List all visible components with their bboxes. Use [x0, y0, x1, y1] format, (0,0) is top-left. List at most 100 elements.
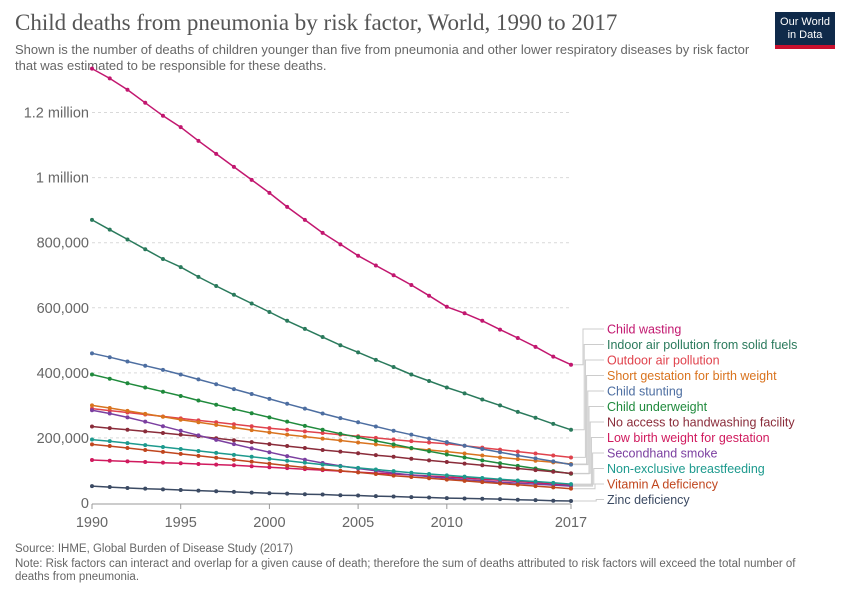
data-point[interactable] [285, 458, 290, 463]
data-point[interactable] [480, 318, 485, 323]
data-point[interactable] [302, 465, 307, 470]
data-point[interactable] [196, 274, 201, 279]
data-point[interactable] [480, 458, 485, 463]
data-point[interactable] [249, 454, 254, 459]
data-point[interactable] [178, 417, 183, 422]
series-line[interactable] [91, 407, 572, 459]
data-point[interactable] [125, 441, 130, 446]
data-point[interactable] [160, 445, 165, 450]
data-point[interactable] [267, 309, 272, 314]
data-point[interactable] [107, 485, 112, 490]
data-point[interactable] [356, 440, 361, 445]
data-point[interactable] [231, 438, 236, 443]
data-point[interactable] [231, 463, 236, 468]
data-point[interactable] [533, 456, 538, 461]
data-point[interactable] [107, 76, 112, 81]
data-point[interactable] [391, 273, 396, 278]
data-point[interactable] [107, 439, 112, 444]
data-point[interactable] [178, 393, 183, 398]
data-point[interactable] [551, 498, 556, 503]
data-point[interactable] [196, 433, 201, 438]
data-point[interactable] [90, 437, 94, 442]
data-point[interactable] [302, 429, 307, 434]
legend-label[interactable]: Child wasting [607, 323, 681, 337]
data-point[interactable] [533, 344, 538, 349]
data-point[interactable] [125, 415, 130, 420]
data-point[interactable] [143, 419, 148, 424]
series-line[interactable] [91, 425, 572, 475]
data-point[interactable] [285, 401, 290, 406]
data-point[interactable] [569, 486, 573, 491]
series-0[interactable] [90, 66, 573, 367]
data-point[interactable] [143, 443, 148, 448]
data-point[interactable] [391, 437, 396, 442]
data-point[interactable] [90, 217, 94, 222]
series-line[interactable] [91, 409, 572, 487]
data-point[interactable] [444, 304, 449, 309]
data-point[interactable] [90, 484, 94, 489]
data-point[interactable] [125, 427, 130, 432]
data-point[interactable] [462, 391, 467, 396]
data-point[interactable] [231, 164, 236, 169]
data-point[interactable] [178, 432, 183, 437]
data-point[interactable] [107, 426, 112, 431]
data-point[interactable] [249, 464, 254, 469]
data-point[interactable] [178, 428, 183, 433]
data-point[interactable] [338, 464, 343, 469]
data-point[interactable] [160, 414, 165, 419]
data-point[interactable] [214, 437, 219, 442]
data-point[interactable] [214, 283, 219, 288]
data-point[interactable] [320, 447, 325, 452]
series-line[interactable] [91, 438, 572, 485]
series-11[interactable] [90, 484, 573, 504]
data-point[interactable] [285, 491, 290, 496]
data-point[interactable] [515, 336, 520, 341]
data-point[interactable] [302, 423, 307, 428]
data-point[interactable] [444, 496, 449, 501]
data-point[interactable] [462, 461, 467, 466]
data-point[interactable] [214, 489, 219, 494]
data-point[interactable] [231, 292, 236, 297]
data-point[interactable] [196, 488, 201, 493]
series-line[interactable] [91, 404, 572, 465]
data-point[interactable] [409, 470, 414, 475]
data-point[interactable] [533, 415, 538, 420]
data-point[interactable] [480, 480, 485, 485]
data-point[interactable] [444, 440, 449, 445]
data-point[interactable] [569, 471, 573, 476]
data-point[interactable] [231, 442, 236, 447]
data-point[interactable] [569, 455, 573, 460]
data-point[interactable] [267, 426, 272, 431]
data-point[interactable] [391, 473, 396, 478]
data-point[interactable] [302, 457, 307, 462]
data-point[interactable] [302, 492, 307, 497]
series-line[interactable] [91, 219, 572, 431]
data-point[interactable] [551, 459, 556, 464]
legend-label[interactable]: Child stunting [607, 385, 683, 399]
data-point[interactable] [90, 403, 94, 408]
data-point[interactable] [160, 460, 165, 465]
series-line[interactable] [91, 352, 572, 466]
data-point[interactable] [515, 453, 520, 458]
legend-label[interactable]: Outdoor air pollution [607, 354, 720, 368]
data-point[interactable] [391, 494, 396, 499]
data-point[interactable] [267, 415, 272, 420]
data-point[interactable] [143, 100, 148, 105]
data-point[interactable] [533, 451, 538, 456]
data-point[interactable] [302, 460, 307, 465]
data-point[interactable] [107, 405, 112, 410]
data-point[interactable] [338, 493, 343, 498]
data-point[interactable] [569, 462, 573, 467]
data-point[interactable] [462, 311, 467, 316]
data-point[interactable] [551, 485, 556, 490]
data-point[interactable] [533, 479, 538, 484]
data-point[interactable] [569, 482, 573, 487]
data-point[interactable] [498, 403, 503, 408]
data-point[interactable] [178, 487, 183, 492]
data-point[interactable] [427, 458, 432, 463]
data-point[interactable] [267, 442, 272, 447]
data-point[interactable] [196, 377, 201, 382]
data-point[interactable] [196, 138, 201, 143]
data-point[interactable] [143, 460, 148, 465]
data-point[interactable] [249, 446, 254, 451]
